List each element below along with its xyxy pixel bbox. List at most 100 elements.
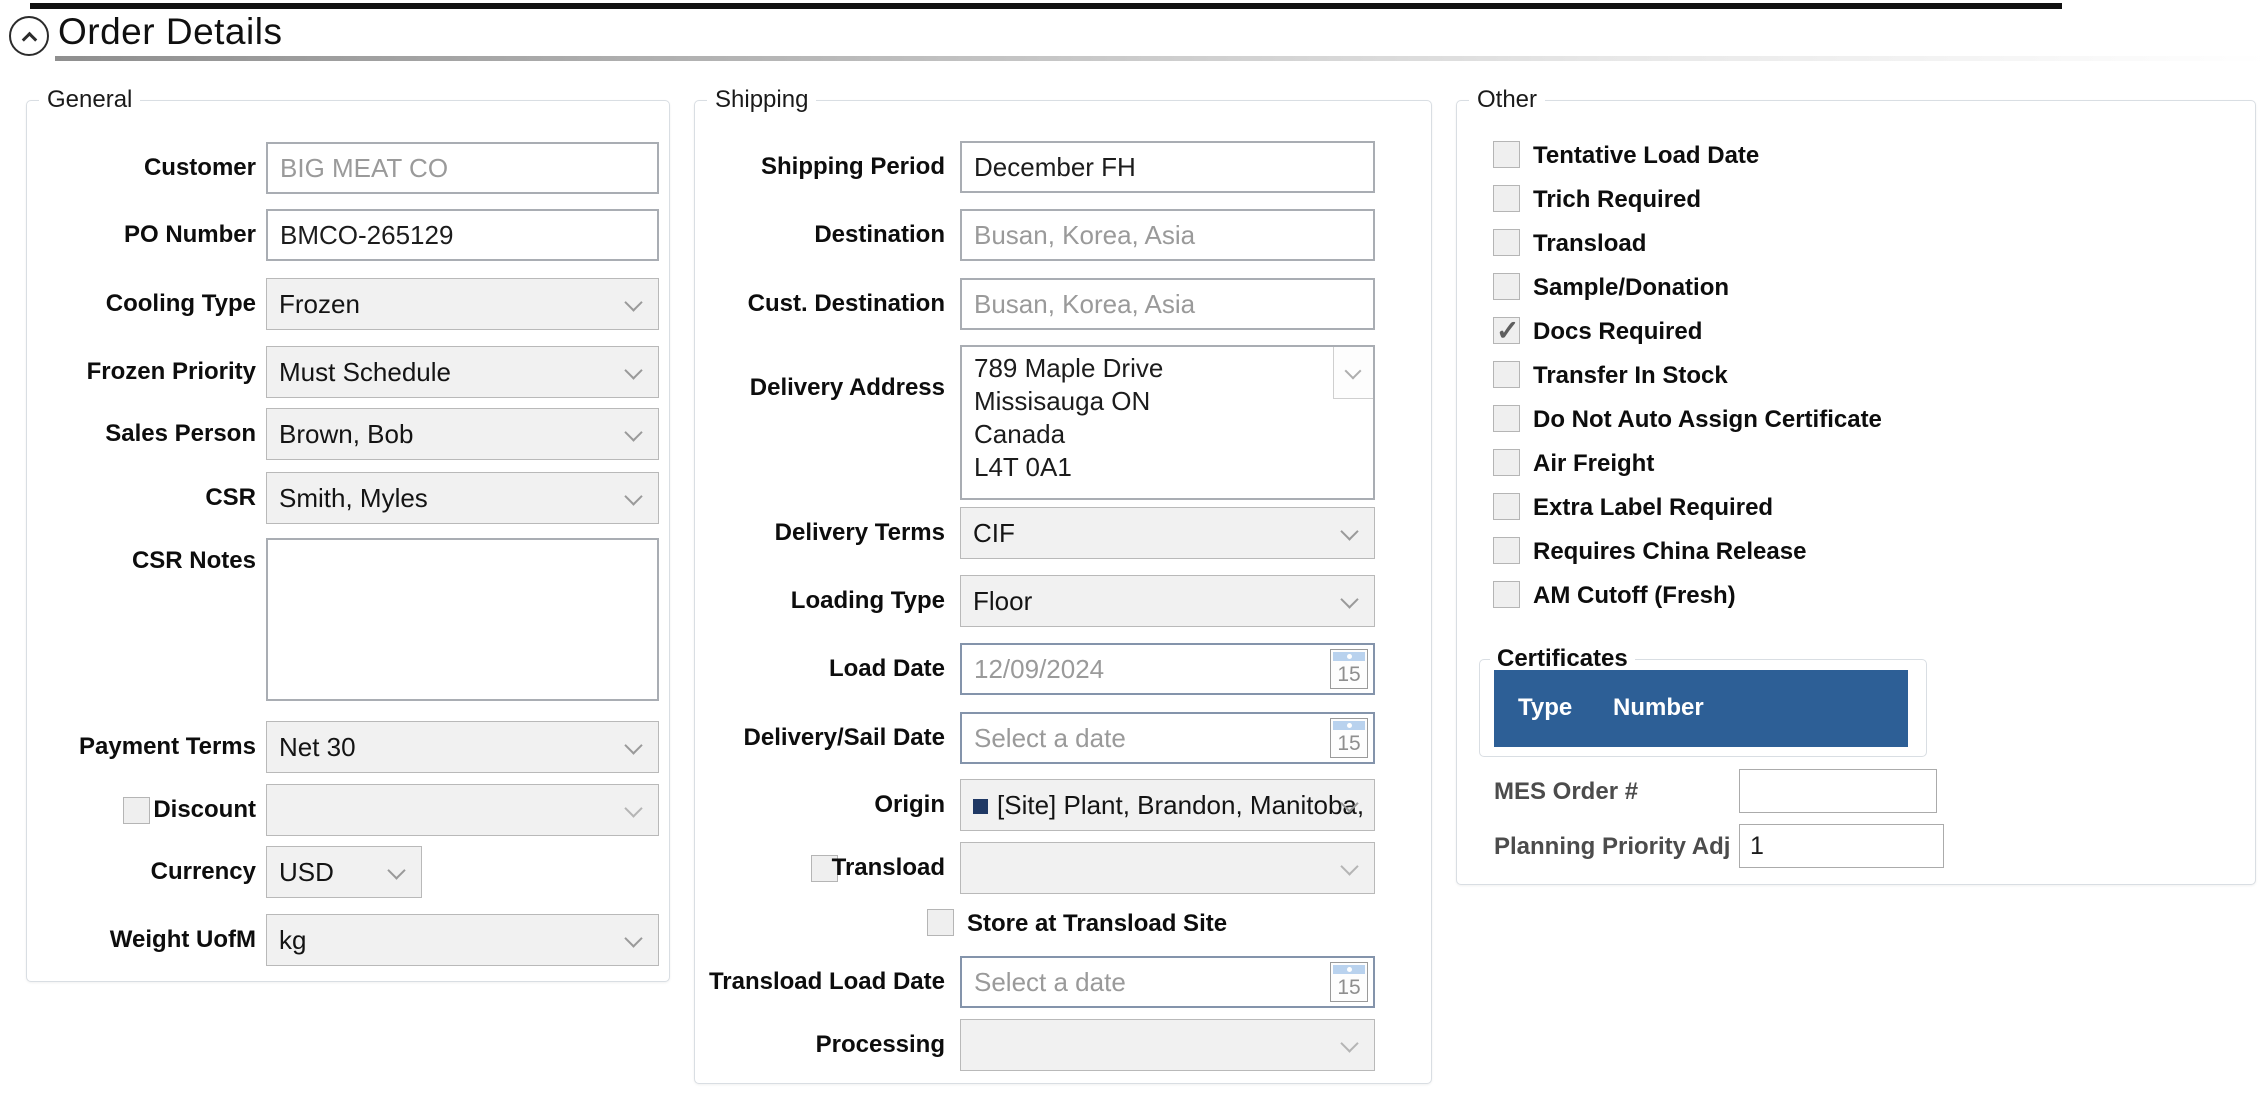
cust-destination-label: Cust. Destination (747, 290, 945, 317)
calendar-icon[interactable]: 15 (1330, 649, 1368, 689)
delivery-sail-date-field[interactable]: Select a date 15 (960, 712, 1375, 764)
delivery-sail-date-placeholder: Select a date (974, 723, 1126, 753)
loading-type-select[interactable]: Floor (960, 575, 1375, 627)
shipping-period-label: Shipping Period (761, 153, 945, 180)
trich-required-label: Trich Required (1533, 186, 1702, 213)
store-at-transload-checkbox[interactable] (927, 909, 954, 936)
requires-china-release-label: Requires China Release (1533, 538, 1807, 565)
transload-other-label: Transload (1533, 230, 1647, 257)
certificates-grid-header: Type Number (1494, 670, 1908, 747)
customer-label: Customer (143, 154, 256, 181)
po-number-field[interactable] (266, 209, 659, 261)
air-freight-checkbox[interactable] (1493, 449, 1520, 476)
delivery-address-dropdown-button[interactable] (1333, 347, 1373, 399)
transload-load-date-placeholder: Select a date (974, 967, 1126, 997)
do-not-auto-assign-certificate-checkbox[interactable] (1493, 405, 1520, 432)
payment-terms-label: Payment Terms (79, 733, 256, 760)
site-square-icon (973, 799, 988, 814)
mes-order-label: MES Order # (1494, 778, 1639, 805)
other-group-label: Other (1469, 86, 1546, 114)
destination-label: Destination (814, 221, 945, 248)
trich-required-checkbox[interactable] (1493, 185, 1520, 212)
sample-donation-label: Sample/Donation (1533, 274, 1730, 301)
transfer-in-stock-checkbox[interactable] (1493, 361, 1520, 388)
transfer-in-stock-label: Transfer In Stock (1533, 362, 1728, 389)
delivery-address-label: Delivery Address (749, 374, 945, 401)
load-date-value: 12/09/2024 (974, 654, 1105, 684)
calendar-icon[interactable]: 15 (1330, 962, 1368, 1002)
weight-uofm-label: Weight UofM (109, 926, 256, 953)
payment-terms-select[interactable]: Net 30 (266, 721, 659, 773)
transload-other-checkbox[interactable] (1493, 229, 1520, 256)
am-cutoff-fresh-checkbox[interactable] (1493, 581, 1520, 608)
delivery-terms-select[interactable]: CIF (960, 507, 1375, 559)
sample-donation-checkbox[interactable] (1493, 273, 1520, 300)
origin-label: Origin (874, 791, 945, 818)
planning-priority-adj-field[interactable] (1739, 824, 1944, 868)
general-group-label: General (39, 86, 141, 114)
general-groupbox: General Customer PO Number Cooling Type … (26, 86, 670, 982)
title-underline (55, 56, 2268, 61)
csr-notes-field[interactable] (266, 538, 659, 701)
collapse-section-button[interactable] (9, 16, 49, 56)
currency-label: Currency (150, 858, 256, 885)
po-number-label: PO Number (123, 221, 256, 248)
tentative-load-date-label: Tentative Load Date (1533, 142, 1760, 169)
shipping-groupbox: Shipping Shipping Period Destination Cus… (694, 86, 1432, 1084)
docs-required-checkbox[interactable] (1493, 314, 1520, 347)
delivery-address-box[interactable]: 789 Maple Drive Missisauga ON Canada L4T… (960, 345, 1375, 500)
mes-order-field[interactable] (1739, 769, 1937, 813)
address-line: L4T 0A1 (974, 452, 1072, 482)
discount-label: Discount (153, 796, 256, 823)
destination-field[interactable] (960, 209, 1375, 261)
customer-field[interactable] (266, 142, 659, 194)
requires-china-release-checkbox[interactable] (1493, 537, 1520, 564)
shipping-period-field[interactable] (960, 141, 1375, 193)
discount-select[interactable] (266, 784, 659, 836)
docs-required-label: Docs Required (1533, 318, 1703, 345)
air-freight-label: Air Freight (1533, 450, 1655, 477)
planning-priority-adj-label: Planning Priority Adj (1494, 833, 1731, 860)
processing-label: Processing (815, 1031, 945, 1058)
other-groupbox: Other Tentative Load Date Trich Required… (1456, 86, 2256, 885)
processing-select[interactable] (960, 1019, 1375, 1071)
weight-uofm-select[interactable]: kg (266, 914, 659, 966)
load-date-label: Load Date (828, 655, 945, 682)
transload-checkbox[interactable] (811, 855, 838, 882)
transload-label: Transload (831, 854, 945, 881)
cooling-type-label: Cooling Type (105, 290, 256, 317)
transload-load-date-field[interactable]: Select a date 15 (960, 956, 1375, 1008)
origin-select[interactable]: [Site] Plant, Brandon, Manitoba, (960, 779, 1375, 831)
csr-notes-label: CSR Notes (131, 547, 256, 574)
sales-person-select[interactable]: Brown, Bob (266, 408, 659, 460)
address-line: 789 Maple Drive (974, 353, 1164, 383)
frozen-priority-select[interactable]: Must Schedule (266, 346, 659, 398)
tentative-load-date-checkbox[interactable] (1493, 141, 1520, 168)
certificates-column-number[interactable]: Number (1613, 694, 1704, 721)
discount-checkbox[interactable] (123, 797, 150, 824)
origin-value: [Site] Plant, Brandon, Manitoba, (997, 790, 1365, 820)
am-cutoff-fresh-label: AM Cutoff (Fresh) (1533, 582, 1736, 609)
calendar-icon[interactable]: 15 (1330, 718, 1368, 758)
delivery-sail-date-label: Delivery/Sail Date (743, 724, 945, 751)
page-title: Order Details (58, 11, 283, 52)
loading-type-label: Loading Type (790, 587, 945, 614)
load-date-field[interactable]: 12/09/2024 15 (960, 643, 1375, 695)
certificates-groupbox: Certificates Type Number (1479, 645, 1927, 757)
address-line: Canada (974, 419, 1066, 449)
certificates-column-type[interactable]: Type (1518, 694, 1573, 721)
address-line: Missisauga ON (974, 386, 1151, 416)
certificates-group-label: Certificates (1490, 645, 1635, 673)
transload-select[interactable] (960, 842, 1375, 894)
csr-select[interactable]: Smith, Myles (266, 472, 659, 524)
chevron-up-icon (21, 31, 38, 48)
extra-label-required-checkbox[interactable] (1493, 493, 1520, 520)
cooling-type-select[interactable]: Frozen (266, 278, 659, 330)
transload-load-date-label: Transload Load Date (708, 968, 945, 995)
csr-label: CSR (205, 484, 256, 511)
currency-select[interactable]: USD (266, 846, 422, 898)
cust-destination-field[interactable] (960, 278, 1375, 330)
shipping-group-label: Shipping (707, 86, 817, 114)
extra-label-required-label: Extra Label Required (1533, 494, 1774, 521)
